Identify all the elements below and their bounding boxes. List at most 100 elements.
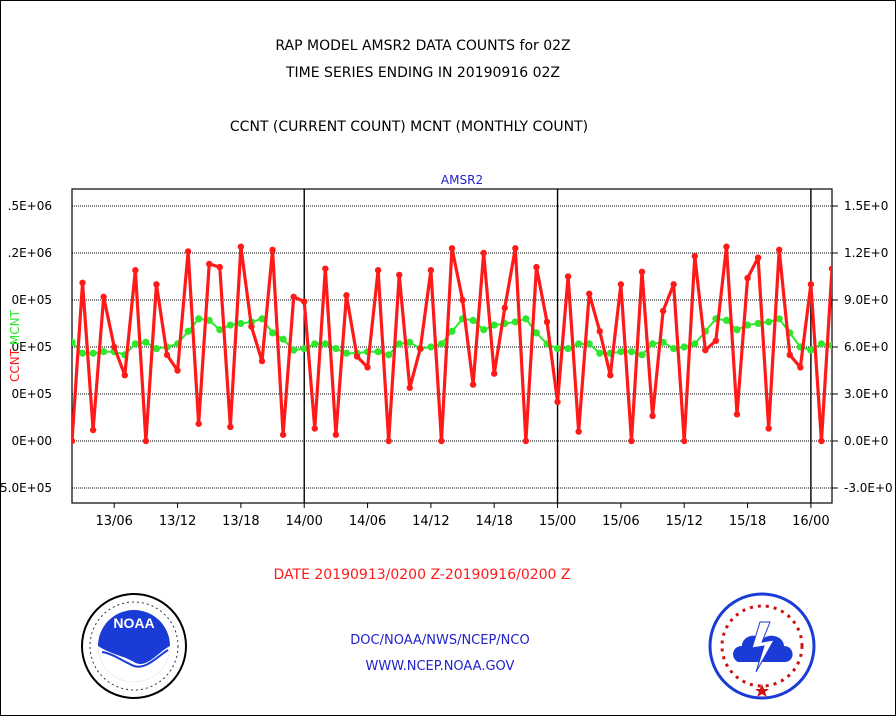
- x-tick-label: 14/12: [412, 514, 449, 529]
- ccnt-point: [765, 425, 772, 432]
- y-tick-label-right: 9.0E+0: [844, 293, 888, 307]
- noaa-logo: NOAA: [81, 593, 187, 699]
- mcnt-point: [511, 318, 519, 326]
- ccnt-point: [174, 367, 181, 374]
- ccnt-series: [72, 243, 832, 445]
- ccnt-point: [712, 337, 720, 344]
- time-series-chart: .5E+06 1.5E+0 .2E+06 1.2E+0 0E+05 9.0E+0 0E+05…: [0, 173, 893, 583]
- mcnt-point: [290, 346, 298, 354]
- ccnt-point: [469, 381, 477, 388]
- ccnt-point: [491, 370, 498, 377]
- ccnt-point: [512, 245, 519, 252]
- mcnt-point: [321, 340, 329, 348]
- y-tick-label-left: 0E+05: [11, 293, 52, 307]
- ccnt-point: [364, 364, 371, 371]
- ccnt-point: [543, 318, 551, 326]
- ccnt-point: [89, 426, 97, 434]
- ccnt-point: [301, 298, 308, 305]
- y-tick-label-right: 0.0E+0: [844, 434, 888, 448]
- mcnt-point: [585, 340, 593, 348]
- ccnt-point: [786, 351, 793, 359]
- mcnt-point: [448, 327, 456, 335]
- y-axis-label-ccnt: CCNT: [8, 348, 22, 382]
- ccnt-point: [227, 423, 234, 431]
- mcnt-point: [617, 348, 625, 356]
- mcnt-point: [522, 315, 530, 323]
- ccnt-point: [142, 437, 150, 445]
- mcnt-point: [205, 316, 213, 324]
- ccnt-point: [818, 437, 825, 445]
- ccnt-point: [754, 254, 762, 261]
- mcnt-point: [627, 348, 636, 356]
- ccnt-point: [206, 260, 213, 268]
- ccnt-point: [100, 293, 107, 301]
- ccnt-point: [828, 265, 832, 272]
- mcnt-point: [268, 329, 277, 337]
- mcnt-series: [72, 315, 832, 359]
- ccnt-point: [797, 364, 804, 371]
- ccnt-point: [72, 437, 76, 445]
- ccnt-point: [501, 304, 508, 312]
- ccnt-point: [723, 243, 730, 250]
- nws-logo: [708, 592, 816, 700]
- y-tick-label-right: 6.0E+0: [844, 340, 888, 354]
- mcnt-point: [743, 321, 752, 329]
- ccnt-point: [564, 273, 572, 280]
- mcnt-point: [374, 348, 382, 356]
- mcnt-point: [385, 351, 393, 359]
- ccnt-point: [258, 357, 266, 365]
- x-tick-label: 16/00: [792, 514, 829, 529]
- ccnt-point: [596, 328, 603, 335]
- ccnt-point: [607, 372, 614, 379]
- ccnt-point: [744, 274, 751, 282]
- mcnt-point: [469, 316, 477, 324]
- mcnt-point: [596, 349, 604, 357]
- ccnt-point: [733, 411, 741, 418]
- mcnt-point: [427, 343, 435, 351]
- ccnt-point: [702, 346, 709, 354]
- ccnt-point: [248, 323, 255, 330]
- ccnt-point: [480, 249, 487, 257]
- ccnt-point: [374, 267, 382, 274]
- mcnt-point: [691, 340, 699, 348]
- y-tick-label-right: 1.2E+0: [844, 246, 888, 260]
- ccnt-point: [649, 412, 656, 420]
- ccnt-point: [575, 428, 582, 435]
- ccnt-point: [807, 281, 815, 288]
- mcnt-point: [300, 344, 308, 353]
- mcnt-point: [279, 335, 287, 343]
- mcnt-point: [152, 344, 161, 353]
- mcnt-point: [733, 326, 741, 334]
- x-axis-label: DATE 20190913/0200 Z-20190916/0200 Z: [274, 567, 571, 583]
- y-tick-label-right: 1.5E+0: [844, 199, 888, 213]
- y-axis-label: CCNT MCNT: [8, 309, 22, 382]
- mcnt-point: [532, 329, 541, 337]
- y-tick-label-left: 0E+05: [11, 340, 52, 354]
- ccnt-point: [448, 245, 456, 252]
- ccnt-point: [776, 246, 783, 254]
- ccnt-point: [385, 437, 392, 445]
- y-tick-label-right: -3.0E+0: [844, 481, 893, 495]
- x-tick-label: 15/00: [539, 514, 576, 529]
- ccnt-point: [533, 263, 540, 271]
- mcnt-point: [775, 315, 783, 323]
- x-tick-label: 15/18: [729, 514, 766, 529]
- ccnt-point: [184, 248, 192, 255]
- ccnt-point: [670, 281, 677, 288]
- footer-url-text: WWW.NCEP.NOAA.GOV: [365, 659, 515, 674]
- ccnt-point: [237, 243, 245, 250]
- y-tick-label-left: 5.0E+05: [0, 481, 52, 495]
- ccnt-point: [586, 290, 593, 297]
- y-axis-label-mcnt: MCNT: [8, 309, 22, 345]
- ccnt-point: [195, 420, 202, 427]
- ccnt-point: [343, 292, 350, 299]
- y-tick-label-right: 3.0E+0: [844, 387, 888, 401]
- mcnt-point: [342, 349, 351, 357]
- mcnt-point: [131, 340, 139, 348]
- ccnt-point: [628, 437, 635, 445]
- ccnt-point: [163, 351, 171, 359]
- y-tick-label-left: 0E+05: [11, 387, 52, 401]
- mcnt-point: [406, 338, 414, 346]
- ccnt-point: [153, 281, 160, 288]
- ccnt-point: [554, 398, 561, 406]
